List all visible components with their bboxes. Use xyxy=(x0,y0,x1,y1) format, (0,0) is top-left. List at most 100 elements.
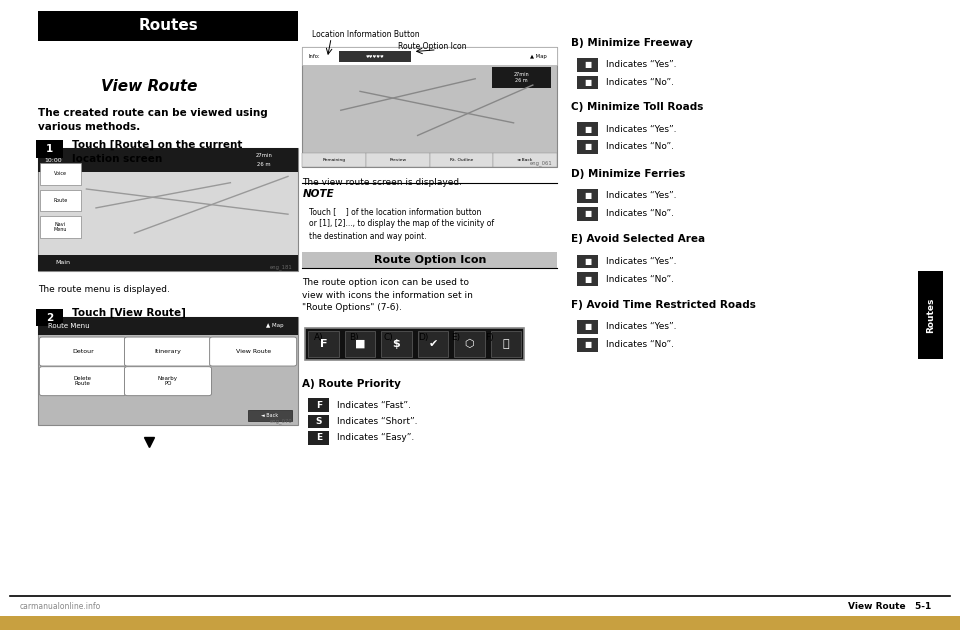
Text: Touch [View Route]: Touch [View Route] xyxy=(72,307,186,318)
Text: ◄ Back: ◄ Back xyxy=(261,413,278,418)
Text: Main: Main xyxy=(56,260,71,265)
Bar xyxy=(248,410,292,421)
Text: ■: ■ xyxy=(355,339,365,349)
Bar xyxy=(577,207,598,220)
Bar xyxy=(36,309,63,326)
Bar xyxy=(305,328,524,360)
Text: Indicates “Yes”.: Indicates “Yes”. xyxy=(606,257,676,266)
Text: ■: ■ xyxy=(584,60,591,69)
Text: Info:: Info: xyxy=(308,54,320,59)
Text: S: S xyxy=(316,417,322,426)
Bar xyxy=(308,331,339,357)
FancyBboxPatch shape xyxy=(125,337,211,366)
Text: ■: ■ xyxy=(584,275,591,284)
Bar xyxy=(577,122,598,136)
Bar xyxy=(38,148,298,271)
Text: Indicates “Easy”.: Indicates “Easy”. xyxy=(337,433,414,442)
Text: Indicates “No”.: Indicates “No”. xyxy=(606,78,674,87)
Text: Preview: Preview xyxy=(389,158,406,162)
Bar xyxy=(492,67,551,88)
Text: The created route can be viewed using
various methods.: The created route can be viewed using va… xyxy=(38,108,268,132)
Text: Indicates “Short”.: Indicates “Short”. xyxy=(337,417,418,426)
Text: Routes: Routes xyxy=(925,297,935,333)
Text: Routes: Routes xyxy=(138,18,198,33)
FancyBboxPatch shape xyxy=(209,337,297,366)
Text: E): E) xyxy=(451,333,461,341)
Text: Delete
Route: Delete Route xyxy=(74,376,92,386)
Text: Detour: Detour xyxy=(72,349,94,354)
Bar xyxy=(577,255,598,268)
Text: F) Avoid Time Restricted Roads: F) Avoid Time Restricted Roads xyxy=(571,300,756,310)
Bar xyxy=(577,338,598,352)
Bar xyxy=(308,415,329,428)
Text: Nearby
PO: Nearby PO xyxy=(158,376,178,386)
Text: Indicates “No”.: Indicates “No”. xyxy=(606,142,674,151)
Bar xyxy=(302,47,557,65)
FancyBboxPatch shape xyxy=(39,367,127,396)
Bar xyxy=(38,148,298,172)
Text: 2: 2 xyxy=(46,312,54,323)
FancyBboxPatch shape xyxy=(125,367,211,396)
Bar xyxy=(918,271,943,359)
Text: The route option icon can be used to
view with icons the information set in
"Rou: The route option icon can be used to vie… xyxy=(302,278,473,312)
Text: View Route: View Route xyxy=(101,79,197,94)
Bar xyxy=(0,616,960,630)
Text: 1: 1 xyxy=(46,144,54,154)
Text: View Route: View Route xyxy=(235,349,271,354)
Bar xyxy=(38,317,298,335)
Bar xyxy=(308,398,329,412)
Bar xyxy=(577,140,598,154)
Bar xyxy=(38,317,298,425)
Text: 10:00: 10:00 xyxy=(44,158,61,163)
Text: ■: ■ xyxy=(584,323,591,331)
Text: ✔: ✔ xyxy=(428,339,438,349)
Bar xyxy=(418,331,448,357)
Bar xyxy=(493,153,557,167)
Bar xyxy=(40,163,81,185)
Text: Navi
Menu: Navi Menu xyxy=(54,222,67,232)
Text: 27min: 27min xyxy=(255,153,273,158)
Bar xyxy=(577,58,598,72)
Text: Indicates “No”.: Indicates “No”. xyxy=(606,340,674,349)
Bar xyxy=(302,47,557,167)
Bar xyxy=(308,431,329,445)
Text: Indicates “Yes”.: Indicates “Yes”. xyxy=(606,192,676,200)
Text: ■: ■ xyxy=(584,209,591,218)
Text: ◄ Back: ◄ Back xyxy=(517,158,533,162)
Text: ■: ■ xyxy=(584,192,591,200)
Text: D) Minimize Ferries: D) Minimize Ferries xyxy=(571,169,685,179)
Text: View Route   5-1: View Route 5-1 xyxy=(848,602,931,611)
Text: C): C) xyxy=(384,333,394,341)
Bar xyxy=(40,190,81,211)
Text: Remaining: Remaining xyxy=(323,158,346,162)
Text: D): D) xyxy=(419,333,428,341)
Text: ▲ Map: ▲ Map xyxy=(266,323,283,328)
Text: 27min
26 m: 27min 26 m xyxy=(514,72,529,83)
Bar xyxy=(577,189,598,203)
Text: $: $ xyxy=(393,339,400,349)
Bar xyxy=(36,140,63,158)
Bar xyxy=(366,153,430,167)
Text: ■: ■ xyxy=(584,257,591,266)
Text: Voice: Voice xyxy=(54,171,67,176)
Text: B) Minimize Freeway: B) Minimize Freeway xyxy=(571,38,693,48)
Text: E: E xyxy=(316,433,322,442)
Text: A) Route Priority: A) Route Priority xyxy=(302,379,401,389)
Text: NOTE: NOTE xyxy=(302,189,334,199)
Bar xyxy=(454,331,485,357)
Text: F: F xyxy=(316,401,322,410)
Text: eng_181: eng_181 xyxy=(270,264,293,270)
Text: Touch [    ] of the location information button
or [1], [2]..., to display the m: Touch [ ] of the location information bu… xyxy=(309,207,494,241)
Bar xyxy=(339,51,411,62)
Text: B): B) xyxy=(349,333,359,341)
Text: ■: ■ xyxy=(584,340,591,349)
Text: Route: Route xyxy=(54,198,67,203)
Bar xyxy=(577,272,598,286)
Text: F: F xyxy=(320,339,327,349)
Bar xyxy=(302,153,366,167)
Text: Route Menu: Route Menu xyxy=(48,323,89,329)
Text: E) Avoid Selected Area: E) Avoid Selected Area xyxy=(571,234,706,244)
Bar xyxy=(302,252,557,268)
Text: ▲ Map: ▲ Map xyxy=(531,54,547,59)
Text: ■: ■ xyxy=(584,125,591,134)
